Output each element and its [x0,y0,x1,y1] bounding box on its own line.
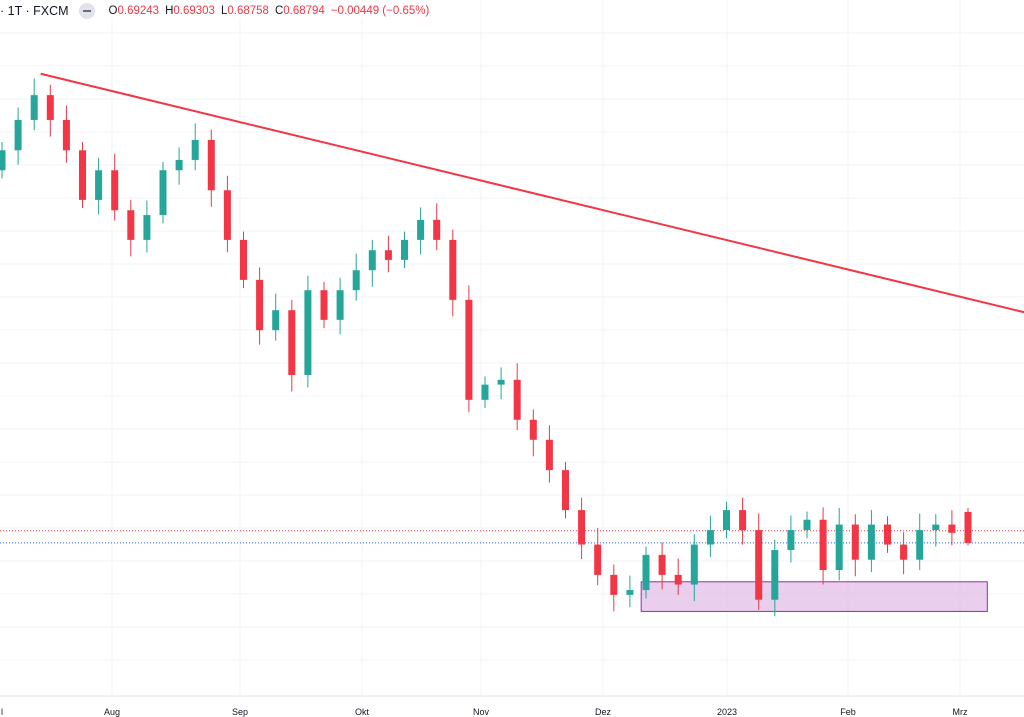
candle-body [706,530,714,545]
candle-body [14,119,22,151]
candle-body [30,95,38,120]
x-tick-label: Okt [354,707,370,717]
candle-body [723,510,730,531]
candle-body [288,310,296,375]
candle-body [304,290,312,375]
candle-body [95,170,103,200]
candle-body [497,379,505,385]
trendline-segment [40,72,1024,314]
candle-body [465,299,473,400]
candle-body [674,574,682,585]
candle-body [964,511,972,543]
candle-body [272,310,280,331]
support-zone[interactable] [640,581,988,612]
candle-body [739,510,747,531]
candle-body [79,150,86,200]
candle-body [111,170,119,211]
candle-body [529,419,537,440]
candle-body [417,219,425,240]
candle-body [433,219,441,240]
candle-body [626,590,634,595]
candle-body [884,524,891,545]
x-tick-label: Feb [840,707,856,717]
legend-header: · 1T · FXCM O0.69243 H0.69303 L0.68758 C… [0,2,430,20]
collapse-button[interactable] [78,3,95,19]
trendline[interactable] [40,72,1024,314]
candle-body [545,439,553,471]
candle-body [835,524,843,571]
candle-body [223,190,231,240]
grid [0,0,1024,697]
candle-body [0,150,6,171]
candle-body [449,239,457,300]
candle-body [320,290,328,320]
x-tick-label: Nov [472,707,490,717]
candle-body [610,574,618,595]
x-tick-label: Aug [103,707,121,717]
x-tick-label: l [1,707,3,717]
candle-body [175,159,183,171]
candle-body [207,139,215,191]
candle-body [851,524,859,560]
candle-body [191,139,199,160]
change-value: −0.00449 (−0.65%) [330,5,430,17]
candle-body [368,250,376,271]
candle-body [867,524,875,560]
candle-body [594,544,602,575]
candles [0,78,972,617]
candle-body [159,170,167,216]
low-value: L0.68758 [220,5,269,17]
candle-body [127,210,135,240]
candle-body [658,554,666,575]
candle-body [143,215,151,240]
x-tick-label: Dez [594,707,612,717]
candle-body [513,379,521,420]
candle-body [481,384,489,400]
candle-body [578,510,586,545]
x-tick-label: 2023 [716,707,738,717]
candle-body [803,519,811,531]
x-tick-label: Mrz [952,707,968,717]
candle-body [948,524,956,533]
candle-body [916,530,924,560]
candle-body [46,95,54,120]
candle-body [240,239,247,280]
candle-body [771,550,779,600]
minus-icon [82,10,91,12]
candle-body [352,270,360,291]
candle-body [62,119,70,151]
candle-body [787,530,795,551]
candle-body [755,530,763,600]
open-value: O0.69243 [108,5,160,17]
candle-body [690,544,698,585]
symbol-label[interactable]: · 1T · FXCM [0,4,69,18]
candle-body [819,519,827,571]
close-value: C0.68794 [274,5,325,17]
candle-body [336,290,344,320]
x-tick-label: Sep [231,707,249,717]
candle-body [401,239,408,260]
high-value: H0.69303 [165,5,215,17]
candle-body [562,470,569,511]
candle-body [256,279,264,331]
support-zone-rect [640,581,988,612]
candle-body [932,524,940,531]
candle-body [642,554,650,591]
candle-body [900,544,908,560]
candle-body [384,250,392,260]
